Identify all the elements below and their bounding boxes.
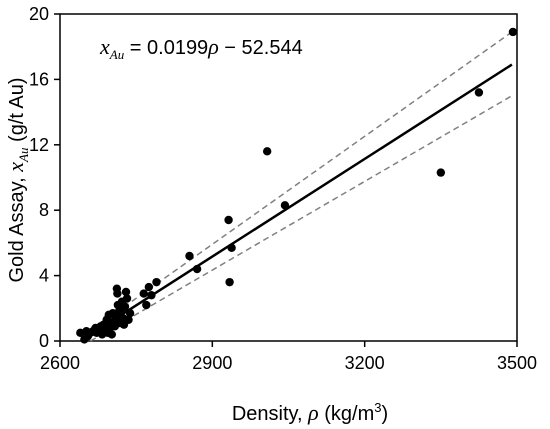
data-point <box>121 287 131 297</box>
data-point <box>113 289 122 298</box>
data-point <box>227 243 236 253</box>
regression-line <box>82 63 513 341</box>
equation-annotation: xAu = 0.0199ρ − 52.544 <box>99 34 303 62</box>
x-tick-label: 3200 <box>345 353 385 373</box>
x-tick-label: 2900 <box>192 353 232 373</box>
data-point <box>474 88 484 97</box>
x-tick-label: 3500 <box>497 353 537 373</box>
data-point <box>225 277 234 287</box>
data-point <box>125 309 135 318</box>
data-point <box>152 277 161 287</box>
y-tick-label: 4 <box>39 266 49 286</box>
confidence-line-upper <box>82 31 513 337</box>
data-point <box>120 302 130 311</box>
x-axis-title: Density, ρ (kg/m3) <box>232 400 388 425</box>
confidence-line-lower <box>90 95 513 342</box>
y-tick-label: 8 <box>39 200 49 220</box>
x-tick-label: 2600 <box>40 353 80 373</box>
data-point <box>139 289 148 298</box>
data-point <box>508 27 518 37</box>
data-point <box>142 300 151 310</box>
y-tick-label: 0 <box>39 331 49 351</box>
data-point <box>262 147 272 156</box>
data-point <box>124 315 133 324</box>
data-point <box>147 291 156 300</box>
y-tick-label: 12 <box>29 135 49 155</box>
data-point <box>436 168 446 177</box>
plot-frame <box>59 13 518 342</box>
plot-area: 2600 2900 3200 3500 0 4 8 12 16 20 <box>29 4 537 373</box>
y-axis-title: Gold Assay, xAu (g/t Au) <box>3 77 31 282</box>
data-point <box>122 294 132 303</box>
data-point <box>185 251 194 261</box>
data-point <box>144 282 154 292</box>
y-tick-label: 20 <box>29 4 49 24</box>
y-tick-label: 16 <box>29 69 49 89</box>
data-point <box>192 264 202 274</box>
data-point <box>107 330 116 339</box>
data-point <box>280 201 290 210</box>
data-point <box>224 215 233 225</box>
